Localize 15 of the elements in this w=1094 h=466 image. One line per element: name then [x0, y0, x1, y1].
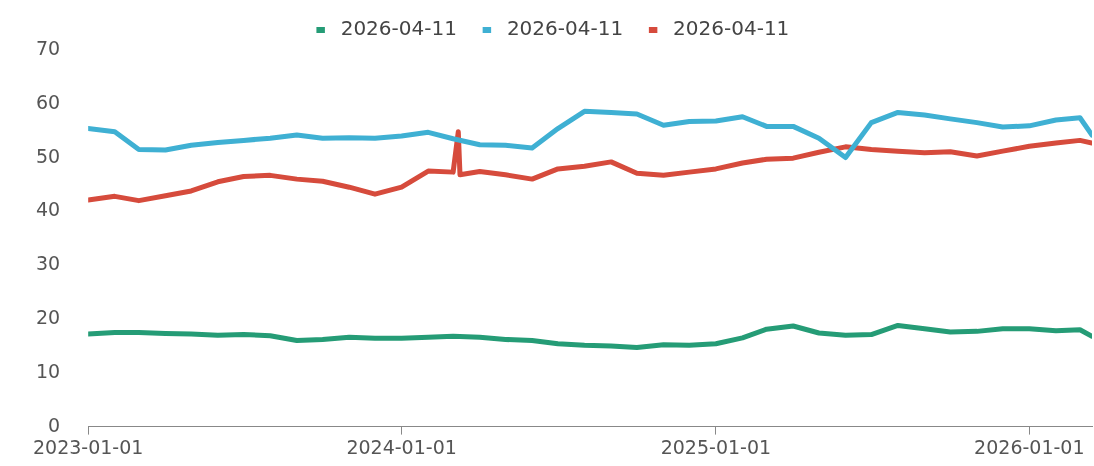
y-tick-label: 70 [35, 36, 61, 59]
x-tick-label: 2025-01-01 [660, 435, 772, 458]
x-tick-label: 2024-01-01 [346, 435, 457, 458]
y-tick-label: 20 [35, 305, 61, 328]
y-tick-label: 60 [35, 90, 61, 113]
legend-label: 2026-04-11 [340, 16, 457, 41]
x-tick-label: 2023-01-01 [32, 435, 144, 458]
legend-label: 2026-04-11 [506, 16, 624, 41]
y-tick-label: 40 [35, 198, 61, 221]
y-tick-label: 0 [48, 413, 61, 436]
y-tick-label: 30 [35, 252, 61, 275]
x-tick-label: 2026-01-01 [974, 435, 1085, 458]
y-tick-label: 10 [35, 359, 61, 382]
y-tick-label: 50 [35, 144, 61, 167]
legend-label: 2026-04-11 [673, 16, 790, 41]
